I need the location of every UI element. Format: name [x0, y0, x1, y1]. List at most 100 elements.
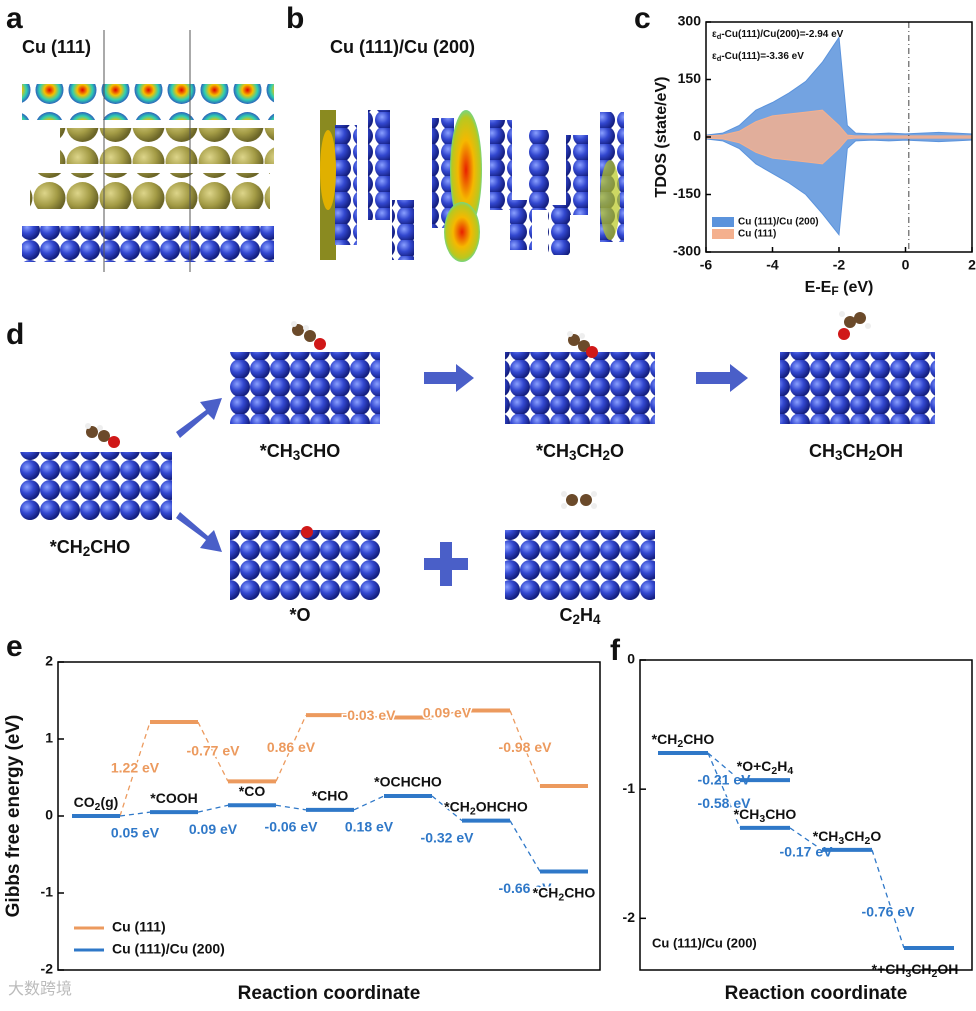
connector	[119, 721, 151, 817]
x-tick-label: 2	[968, 257, 976, 273]
legend-swatch	[712, 229, 734, 239]
panel-label: f	[610, 634, 621, 667]
connector	[871, 849, 905, 949]
connector	[431, 795, 463, 822]
y-tick-label: 150	[678, 70, 702, 86]
y-tick-label: -2	[623, 909, 636, 925]
connector	[509, 820, 541, 872]
species-label: *O	[289, 605, 310, 625]
step-label: -0.17 eV	[780, 844, 834, 860]
y-tick-label: 1	[45, 730, 53, 746]
legend-label: Cu (111)/Cu (200)	[738, 217, 819, 228]
y-tick-label: -2	[41, 961, 54, 977]
annotation-part: -Cu(111)/Cu(200)=-2.94 eV	[721, 29, 843, 40]
legend-label: Cu (111)	[738, 229, 776, 240]
x-tick-label: -2	[833, 257, 846, 273]
step-label: 0.05 eV	[111, 825, 160, 841]
y-tick-label: 0	[693, 128, 701, 144]
step-label: -0.32 eV	[421, 829, 475, 845]
species-label: *CO	[239, 783, 266, 799]
connector	[119, 811, 151, 817]
annotation-part: d	[717, 54, 722, 63]
step-label: 0.09 eV	[189, 821, 238, 837]
step-label: -0.77 eV	[187, 742, 241, 758]
panel-label: c	[634, 2, 651, 35]
y-tick-label: -1	[623, 780, 636, 796]
step-label: -0.06 eV	[265, 819, 319, 835]
panel-label: d	[6, 318, 24, 351]
annotation: Cu (111)/Cu (200)	[652, 935, 757, 950]
annotation-part: d	[717, 32, 722, 41]
annotation: εd-Cu(111)/Cu(200)=-2.94 eV	[712, 29, 844, 41]
step-label: 0.86 eV	[267, 739, 316, 755]
connector	[275, 714, 307, 782]
annotation-part: ε	[712, 51, 717, 62]
species-label: *CH2OHCHO	[444, 798, 528, 817]
structure-a	[22, 30, 274, 272]
x-axis-label: E-EF (eV)	[805, 279, 874, 298]
species-label: *CH3CH2O	[813, 828, 882, 847]
y-tick-label: -1	[41, 884, 54, 900]
y-tick-label: 2	[45, 653, 53, 669]
connector	[197, 804, 229, 813]
species-label: *O+C2H4	[737, 758, 794, 777]
panel-label: b	[286, 2, 304, 35]
y-axis-label: Gibbs free energy (eV)	[3, 715, 24, 918]
connector	[789, 827, 823, 851]
x-tick-label: -6	[700, 257, 713, 273]
y-tick-label: 0	[45, 807, 53, 823]
step-label: 0.18 eV	[345, 819, 394, 835]
structure-d	[20, 311, 935, 600]
connector	[197, 721, 229, 782]
species-label: C2H4	[559, 605, 601, 627]
species-label: *CH3CH2O	[536, 441, 624, 463]
x-tick-label: -4	[766, 257, 779, 273]
x-axis-label-part: (eV)	[839, 279, 874, 296]
connector	[275, 804, 307, 811]
connector	[353, 795, 385, 811]
legend-swatch	[712, 217, 734, 227]
step-label: -0.21 eV	[698, 771, 752, 787]
step-label: -0.03 eV	[343, 707, 397, 723]
watermark: 大数跨境	[8, 979, 72, 998]
species-label: CH3CH2OH	[809, 441, 903, 463]
y-tick-label: 0	[627, 651, 635, 667]
y-tick-label: -150	[673, 185, 701, 201]
panel-title: Cu (111)	[22, 37, 91, 57]
x-axis-label: Reaction coordinate	[725, 983, 908, 1004]
connector	[707, 752, 741, 829]
species-label: *CH2CHO	[533, 884, 596, 903]
y-axis-label: TDOS (state/eV)	[653, 77, 670, 198]
legend-label: Cu (111)	[112, 919, 166, 935]
legend-label: Cu (111)/Cu (200)	[112, 941, 225, 957]
connector	[707, 752, 741, 781]
x-axis-label: Reaction coordinate	[238, 983, 421, 1004]
step-label: -0.66 eV	[499, 880, 553, 896]
species-label: CO2(g)	[74, 794, 119, 813]
annotation-part: -Cu(111)=-3.36 eV	[721, 51, 804, 62]
species-label: *CH2CHO	[652, 731, 715, 750]
step-label: -0.76 eV	[862, 904, 916, 920]
step-label: -0.98 eV	[499, 739, 553, 755]
y-tick-label: 300	[678, 13, 702, 29]
annotation-part: ε	[712, 29, 717, 40]
species-label: *CHO	[312, 788, 349, 804]
x-tick-label: 0	[902, 257, 910, 273]
species-label: *OCHCHO	[374, 774, 442, 790]
connector	[509, 710, 541, 787]
species-label: *+CH3CH2OH	[872, 961, 959, 980]
x-axis-label-part: F	[831, 284, 838, 298]
panel-label: e	[6, 630, 23, 663]
step-label: 1.22 eV	[111, 760, 160, 776]
panel-title: Cu (111)/Cu (200)	[330, 37, 475, 57]
plot-frame	[639, 659, 973, 971]
panel-label: a	[6, 2, 23, 35]
species-label: *CH3CHO	[734, 806, 797, 825]
structure-b	[320, 110, 624, 262]
step-label: -0.58 eV	[698, 795, 752, 811]
species-label: *CH3CHO	[260, 441, 341, 463]
y-tick-label: -300	[673, 243, 701, 259]
species-label: *COOH	[150, 790, 197, 806]
annotation: εd-Cu(111)=-3.36 eV	[712, 51, 804, 63]
